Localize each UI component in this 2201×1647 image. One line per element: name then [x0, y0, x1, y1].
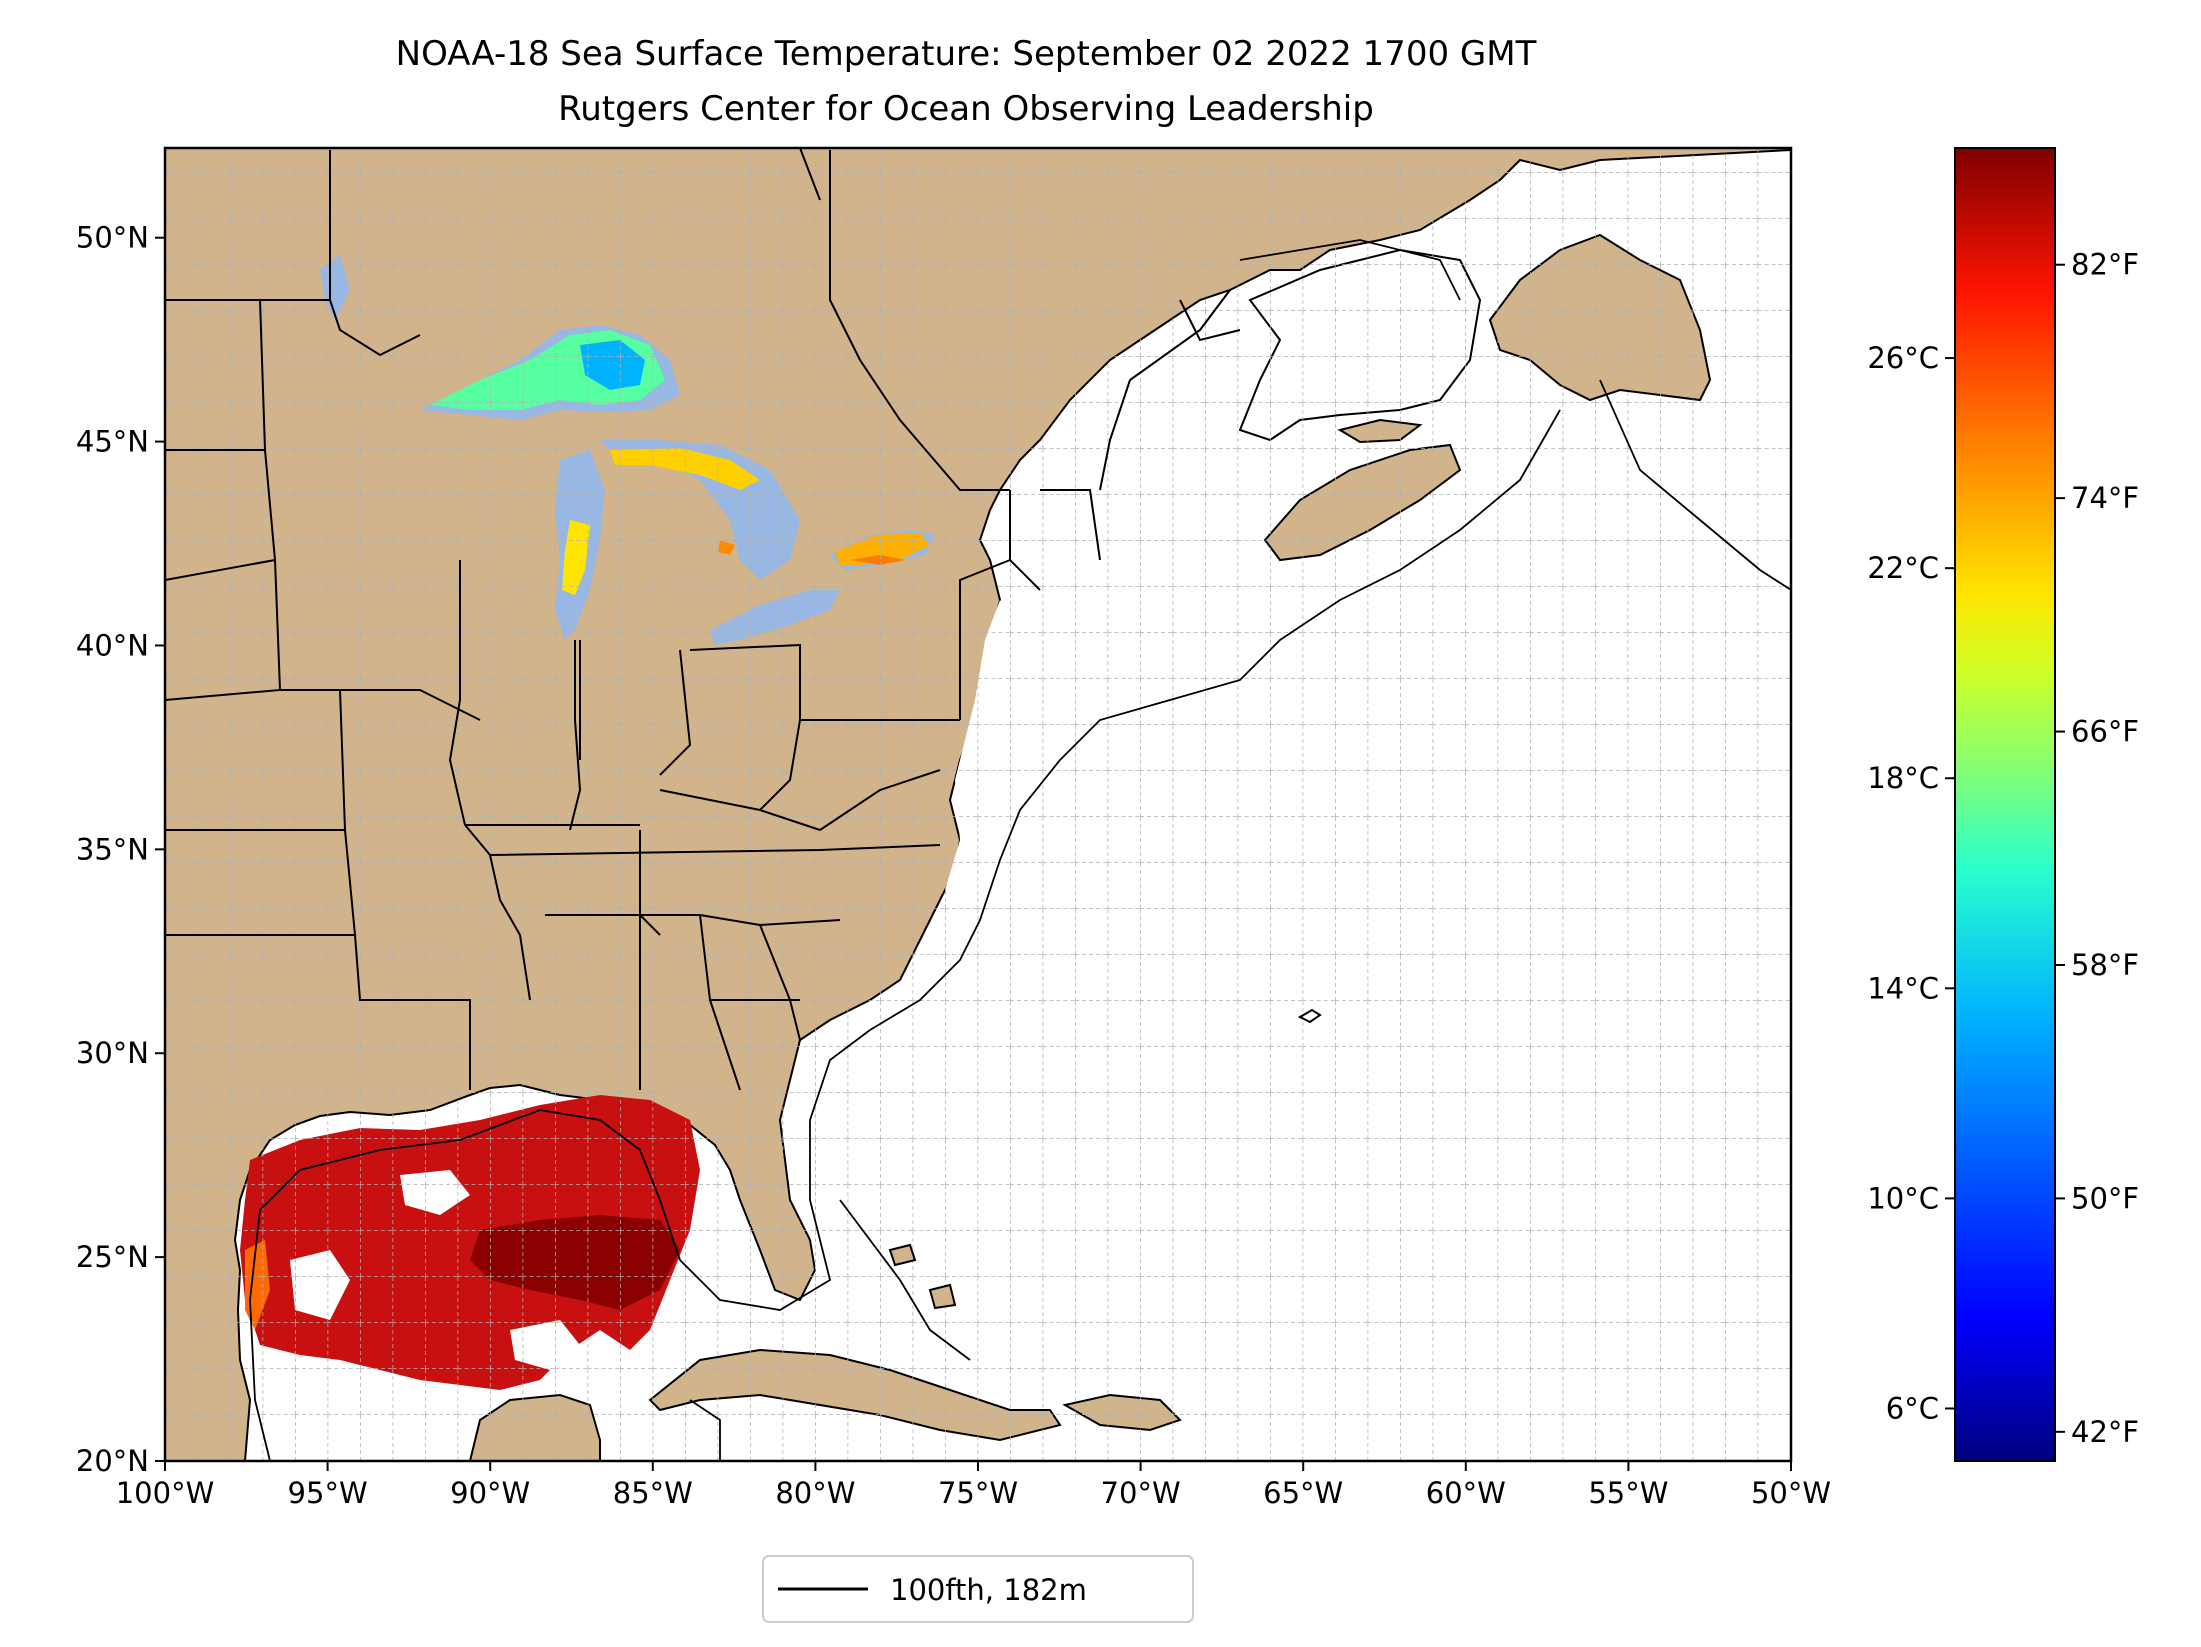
y-tick-label: 30°N	[76, 1036, 149, 1070]
y-tick-label: 25°N	[76, 1240, 149, 1274]
celsius-tick-label: 22°C	[1867, 551, 1939, 585]
y-tick-label: 20°N	[76, 1444, 149, 1478]
graticule	[165, 148, 1791, 1461]
colorbar: 6°C 10°C 14°C 18°C 22°C 26°C 42°F 50°F 58°F 66°F…	[1867, 147, 2139, 1462]
celsius-tick-label: 14°C	[1867, 971, 1939, 1005]
legend-label: 100fth, 182m	[890, 1573, 1087, 1607]
x-tick-label: 70°W	[1101, 1476, 1181, 1510]
x-tick-label: 80°W	[775, 1476, 855, 1510]
x-tick-label: 95°W	[288, 1476, 368, 1510]
x-tick-label: 85°W	[613, 1476, 693, 1510]
map-area	[165, 148, 1791, 1461]
legend-box	[762, 1555, 1194, 1623]
fahrenheit-tick-label: 66°F	[2071, 715, 2139, 749]
x-tick-label: 75°W	[938, 1476, 1018, 1510]
fahrenheit-tick-label: 74°F	[2071, 481, 2139, 515]
x-tick-label: 55°W	[1588, 1476, 1668, 1510]
fahrenheit-tick-label: 42°F	[2071, 1415, 2139, 1449]
fahrenheit-tick-label: 50°F	[2071, 1181, 2139, 1215]
y-tick-label: 50°N	[76, 221, 149, 255]
celsius-ticks: 6°C 10°C 14°C 18°C 22°C 26°C	[1867, 341, 1955, 1425]
political-borders	[165, 148, 1241, 1091]
x-tick-label: 50°W	[1751, 1476, 1831, 1510]
x-tick-label: 60°W	[1426, 1476, 1506, 1510]
chart-title: NOAA-18 Sea Surface Temperature: Septemb…	[396, 34, 1537, 74]
chart-subtitle: Rutgers Center for Ocean Observing Leade…	[558, 89, 1374, 129]
x-tick-label: 100°W	[116, 1476, 215, 1510]
bermuda	[1297, 1008, 1322, 1024]
y-tick-label: 45°N	[76, 425, 149, 459]
fahrenheit-tick-label: 82°F	[2071, 248, 2139, 282]
x-axis-ticks: 100°W 95°W 90°W 85°W 80°W 75°W 70°W 65°W 60°W 55°…	[116, 1461, 1831, 1510]
fahrenheit-tick-label: 58°F	[2071, 948, 2139, 982]
y-axis-ticks: 20°N 25°N 30°N 35°N 40°N 45°N 50°N	[76, 221, 165, 1478]
celsius-tick-label: 26°C	[1867, 341, 1939, 375]
celsius-tick-label: 10°C	[1867, 1181, 1939, 1215]
isobath-100fth	[249, 239, 1791, 1461]
fahrenheit-ticks: 42°F 50°F 58°F 66°F 74°F 82°F	[2055, 248, 2139, 1449]
celsius-tick-label: 6°C	[1886, 1391, 1939, 1425]
y-tick-label: 35°N	[76, 832, 149, 866]
isobath-legend: 100fth, 182m	[762, 1555, 1194, 1623]
y-tick-label: 40°N	[76, 628, 149, 662]
x-tick-label: 90°W	[450, 1476, 530, 1510]
x-tick-label: 65°W	[1263, 1476, 1343, 1510]
colorbar-gradient	[1954, 147, 2056, 1462]
bahamas-islands	[888, 1243, 957, 1310]
celsius-tick-label: 18°C	[1867, 761, 1939, 795]
